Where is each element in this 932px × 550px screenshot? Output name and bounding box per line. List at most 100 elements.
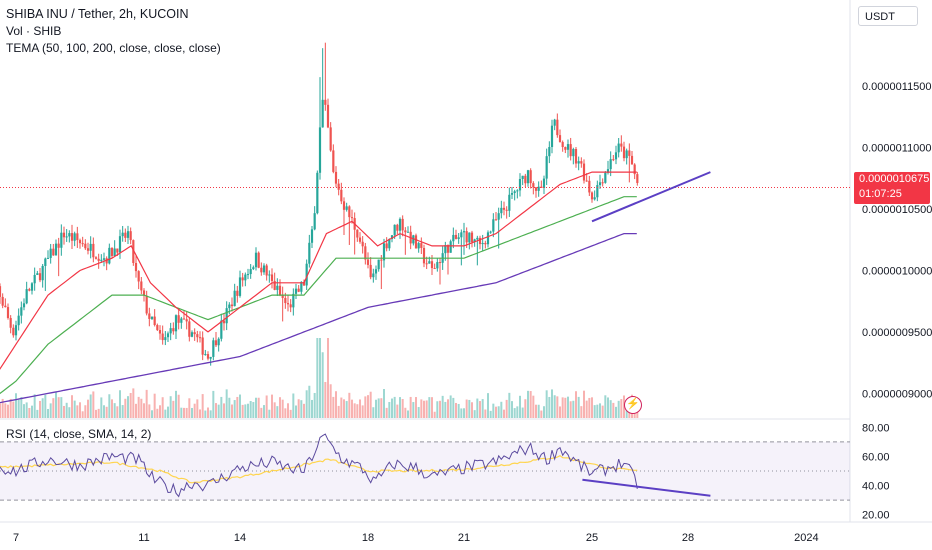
volume-bar	[271, 394, 273, 418]
volume-bar	[201, 394, 204, 418]
volume-bar	[492, 403, 495, 418]
candle-body	[206, 354, 210, 359]
volume-bar	[567, 396, 569, 418]
candle-body	[636, 174, 639, 183]
volume-bar	[212, 390, 215, 418]
candle-body	[321, 99, 324, 128]
candle-body	[214, 340, 218, 346]
currency-selector[interactable]: USDT	[858, 6, 918, 26]
volume-bar	[161, 397, 164, 418]
candle-body	[569, 144, 572, 157]
candle-body	[588, 180, 591, 193]
volume-bar	[535, 404, 537, 418]
volume-bar	[460, 408, 463, 418]
volume-legend[interactable]: Vol · SHIB	[6, 24, 62, 38]
volume-bar	[148, 404, 151, 418]
candle-body	[249, 269, 252, 275]
volume-bar	[484, 409, 487, 418]
volume-bar	[113, 403, 116, 418]
volume-bar	[447, 399, 449, 418]
candle-body	[126, 231, 130, 238]
candle-body	[92, 243, 95, 258]
volume-bar	[137, 396, 140, 418]
volume-bar	[393, 396, 396, 418]
tema-legend[interactable]: TEMA (50, 100, 200, close, close, close)	[6, 41, 221, 55]
rsi-trendline[interactable]	[582, 478, 711, 497]
price-trendline[interactable]	[591, 171, 711, 223]
candle-body	[140, 281, 143, 291]
volume-bar	[457, 403, 460, 418]
volume-bar	[311, 399, 313, 418]
candle-body	[108, 247, 111, 264]
candle-body	[422, 247, 426, 264]
candle-body	[230, 304, 234, 307]
candle-body	[326, 104, 330, 128]
candle-body	[369, 264, 372, 278]
volume-bar	[231, 404, 233, 418]
volume-bar	[412, 402, 415, 418]
volume-bar	[476, 398, 479, 418]
candle-body	[196, 334, 199, 338]
candle-body	[476, 237, 479, 240]
volume-bar	[1, 398, 4, 418]
candle-body	[33, 274, 36, 284]
candle-body	[617, 143, 620, 153]
candle-body	[513, 191, 516, 194]
chart-title[interactable]: SHIBA INU / Tether, 2h, KUCOIN	[6, 7, 189, 21]
candle-body	[270, 274, 274, 281]
candle-body	[494, 219, 498, 221]
volume-bar	[39, 400, 41, 418]
candle-body	[150, 316, 154, 319]
volume-bar	[537, 404, 540, 418]
candle-body	[414, 235, 418, 249]
candle-body	[278, 285, 282, 295]
rsi-legend[interactable]: RSI (14, close, SMA, 14, 2)	[6, 427, 152, 441]
volume-bar	[191, 407, 193, 418]
candle-body	[518, 178, 522, 191]
candle-body	[121, 232, 124, 237]
volume-bar	[20, 397, 23, 418]
candle-body	[212, 340, 215, 357]
volume-bar	[276, 406, 279, 418]
volume-bar	[60, 397, 63, 418]
candle-body	[161, 333, 164, 341]
candle-body	[97, 258, 100, 261]
volume-bar	[417, 407, 420, 418]
volume-bar	[220, 396, 223, 418]
candle-body	[356, 229, 359, 238]
volume-bar	[439, 400, 441, 418]
candle-body	[60, 232, 63, 248]
volume-bar	[569, 401, 572, 418]
volume-bar	[337, 405, 340, 418]
candle-body	[492, 219, 495, 232]
volume-bar	[425, 400, 428, 418]
volume-bar	[540, 410, 543, 418]
candle-body	[302, 281, 306, 286]
volume-bar	[527, 390, 529, 418]
candle-body	[537, 186, 540, 191]
candle-body	[372, 273, 375, 278]
bolt-icon[interactable]: ⚡	[624, 396, 642, 414]
volume-bar	[135, 403, 137, 418]
candle-body	[252, 267, 255, 270]
candle-body	[420, 243, 423, 248]
volume-bar	[375, 399, 377, 418]
volume-bar	[420, 399, 423, 418]
volume-bar	[140, 398, 143, 418]
volume-bar	[324, 381, 327, 418]
volume-bar	[369, 391, 372, 418]
candle-body	[281, 294, 284, 298]
volume-bar	[249, 401, 252, 418]
candle-body	[201, 337, 204, 355]
candle-body	[553, 119, 556, 126]
candle-body	[622, 146, 626, 159]
price-tick-label: 0.0000011000	[862, 143, 932, 155]
volume-bar	[153, 393, 156, 418]
candle-body	[446, 245, 450, 253]
candle-body	[78, 240, 82, 244]
tema-100-line	[0, 196, 637, 395]
candle-body	[246, 274, 250, 276]
volume-bar	[25, 402, 28, 418]
candle-body	[190, 332, 194, 337]
